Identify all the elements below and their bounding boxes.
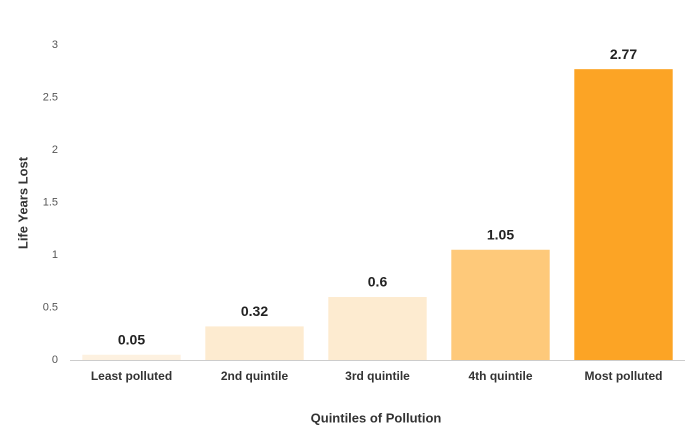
data-label: 0.32 (241, 303, 268, 319)
data-label: 1.05 (487, 226, 514, 242)
y-tick-label: 0.5 (43, 301, 58, 313)
data-label: 0.05 (118, 331, 145, 347)
y-axis-title: Life Years Lost (15, 156, 30, 249)
data-label: 2.77 (610, 46, 637, 62)
bar (574, 69, 673, 361)
y-tick-label: 2.5 (43, 91, 58, 103)
y-tick-label: 0 (52, 354, 58, 366)
x-tick-label: Most polluted (585, 369, 663, 383)
x-tick-label: 4th quintile (469, 369, 533, 383)
y-tick-label: 1 (52, 249, 58, 261)
x-tick-label: 2nd quintile (221, 369, 289, 383)
y-tick-label: 2 (52, 144, 58, 156)
bar (451, 249, 550, 360)
y-tick-label: 3 (52, 39, 58, 51)
x-tick-label: 3rd quintile (345, 369, 410, 383)
y-tick-label: 1.5 (43, 196, 58, 208)
x-axis-title: Quintiles of Pollution (311, 410, 442, 425)
bar (82, 354, 181, 360)
data-label: 0.6 (368, 274, 388, 290)
bar (328, 297, 427, 360)
bar (205, 326, 304, 360)
x-tick-label: Least polluted (91, 369, 172, 383)
